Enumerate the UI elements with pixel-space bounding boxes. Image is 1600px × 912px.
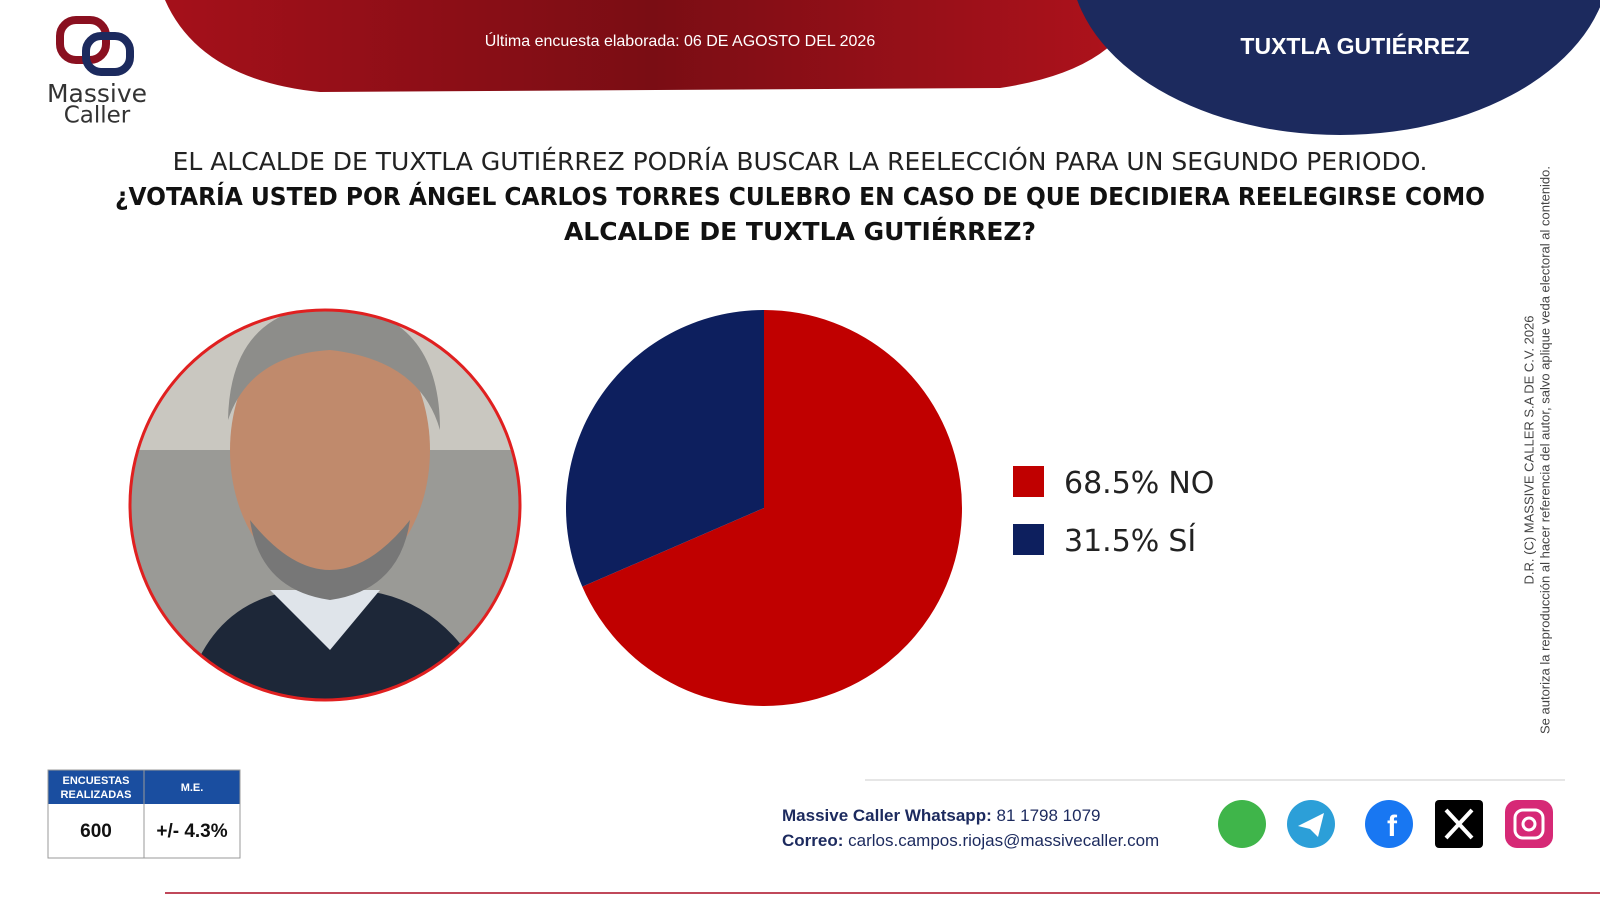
table-header: M.E.: [181, 782, 204, 794]
legend-label: 31.5% SÍ: [1064, 523, 1196, 559]
legend-category: SÍ: [1168, 523, 1196, 559]
footer-whatsapp: Massive Caller Whatsapp: 81 1798 1079: [782, 806, 1100, 825]
question: ALCALDE DE TUXTLA GUTIÉRREZ?: [564, 217, 1036, 246]
legend-swatch: [1013, 524, 1044, 555]
stats-table: ENCUESTAS REALIZADAS M.E. 600 +/- 4.3%: [47, 769, 241, 859]
header-circle: [1077, 0, 1600, 135]
table-cell: +/- 4.3%: [156, 821, 227, 842]
legend-label: 68.5% NO: [1064, 466, 1214, 501]
email: carlos.campos.riojas@massivecaller.com: [848, 831, 1159, 850]
photo: [130, 310, 520, 700]
photo-border: [128, 308, 522, 702]
copyright: D.R. (C) MASSIVE CALLER S.A DE C.V. 2026: [1521, 315, 1536, 584]
logo: Massive Caller: [47, 16, 147, 129]
table-cell: 600: [80, 821, 112, 842]
survey-date: Última encuesta elaborada: 06 DE AGOSTO …: [485, 31, 876, 50]
label: Correo:: [782, 831, 843, 850]
notice: Se autoriza la reproducción al hacer ref…: [1537, 166, 1552, 734]
logo-text: Massive: [47, 79, 147, 108]
table-header: REALIZADAS: [61, 789, 132, 801]
pie-chart: [566, 310, 963, 707]
logo-text: Caller: [64, 103, 131, 129]
header-band: [165, 0, 1140, 92]
pie-slice: [582, 310, 963, 707]
instagram-icon[interactable]: [1505, 800, 1553, 848]
legend-value: 68.5%: [1064, 466, 1159, 501]
facebook-icon[interactable]: [1365, 800, 1413, 848]
svg-text:f: f: [1387, 810, 1398, 843]
legend-category: NO: [1168, 466, 1214, 501]
label: Massive Caller Whatsapp:: [782, 806, 992, 825]
question: ¿VOTARÍA USTED POR ÁNGEL CARLOS TORRES C…: [115, 182, 1485, 211]
legend-swatch: [1013, 466, 1044, 497]
legend: 68.5% NO 31.5% SÍ: [1013, 466, 1214, 559]
social-icons: f: [1218, 800, 1553, 848]
city: TUXTLA GUTIÉRREZ: [1240, 32, 1469, 59]
pie-slice: [566, 310, 764, 587]
phone: 81 1798 1079: [996, 806, 1100, 825]
question-intro: EL ALCALDE DE TUXTLA GUTIÉRREZ PODRÍA BU…: [173, 146, 1428, 176]
whatsapp-icon[interactable]: [1218, 800, 1266, 848]
footer-email: Correo: carlos.campos.riojas@massivecall…: [782, 831, 1159, 850]
legend-value: 31.5%: [1064, 524, 1159, 559]
side-note: D.R. (C) MASSIVE CALLER S.A DE C.V. 2026…: [1521, 166, 1552, 734]
table-header: ENCUESTAS: [62, 775, 129, 787]
